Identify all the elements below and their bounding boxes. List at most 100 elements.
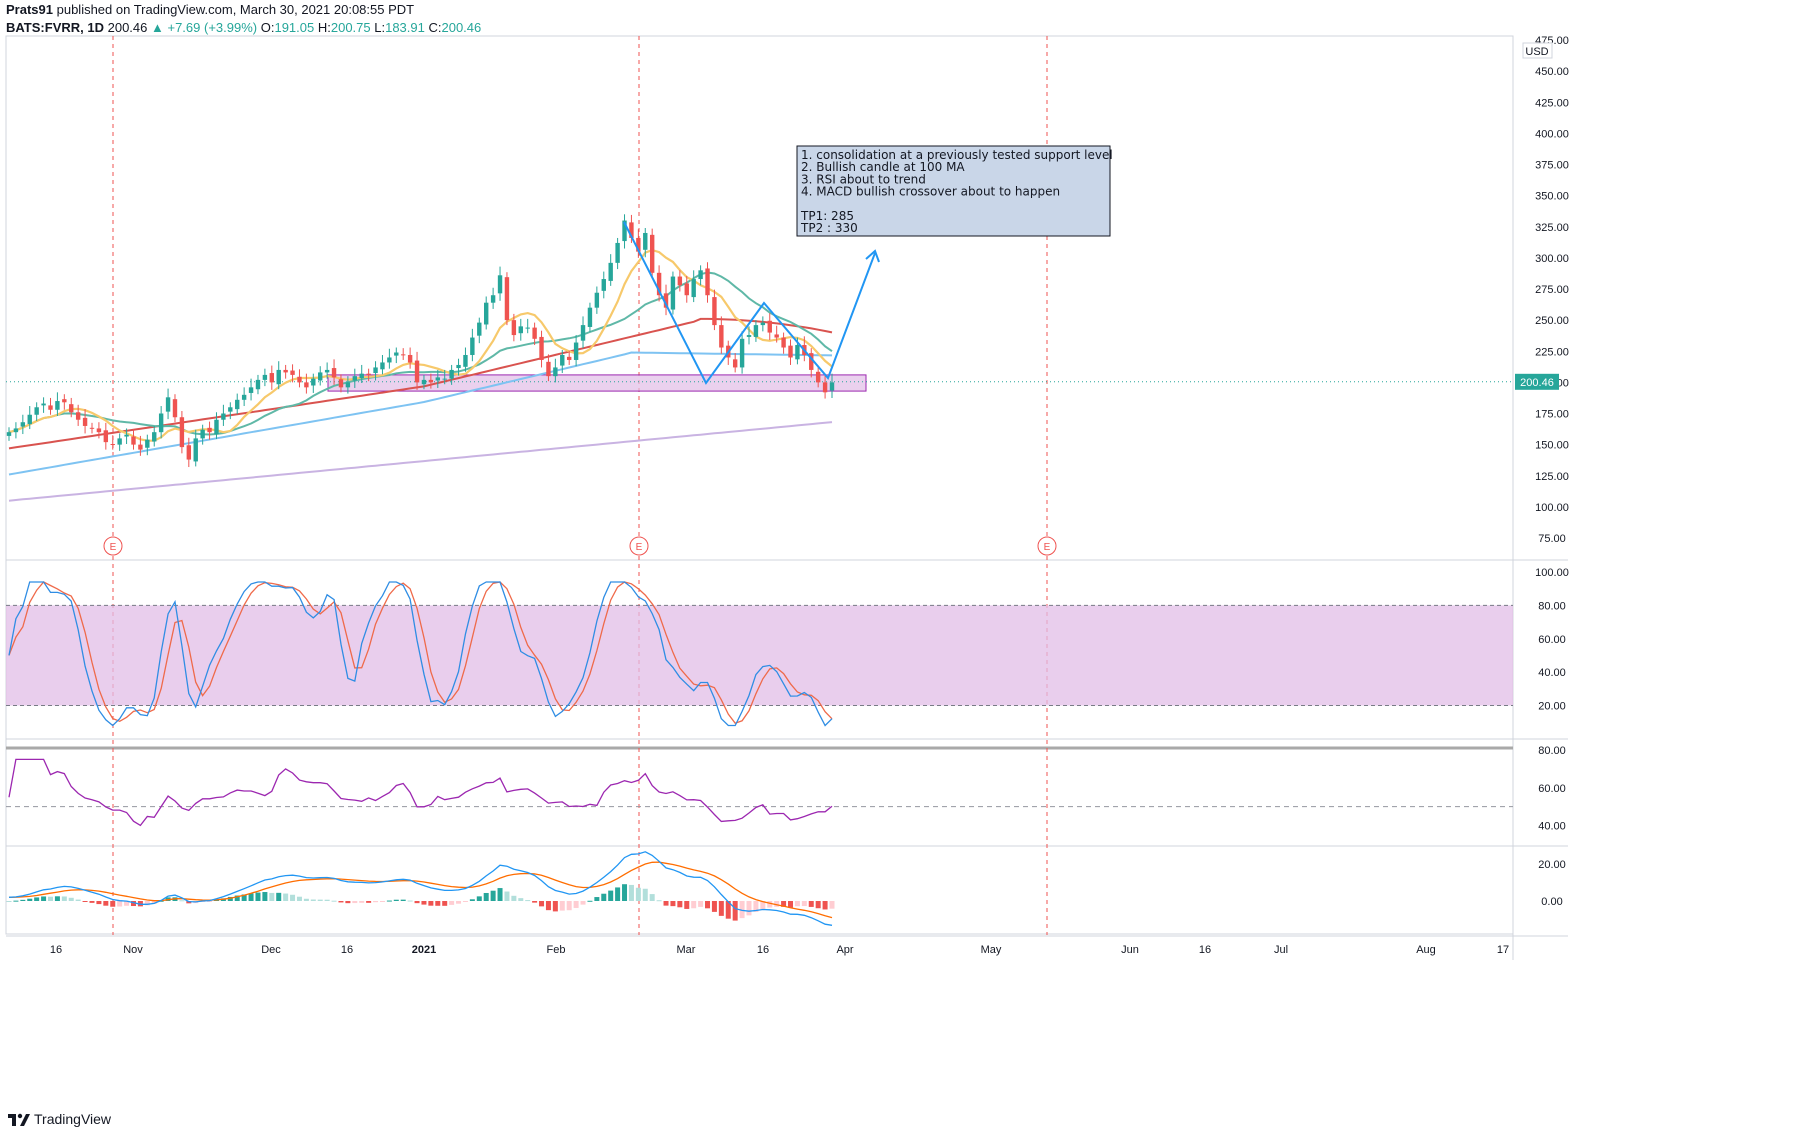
macd-histogram-bar bbox=[151, 901, 157, 904]
candle-body bbox=[456, 364, 461, 369]
candle-body bbox=[172, 399, 178, 418]
candle-body bbox=[318, 372, 323, 381]
tradingview-footer[interactable]: TradingView bbox=[8, 1111, 111, 1127]
macd-histogram-bar bbox=[407, 900, 413, 902]
symbol-name[interactable]: BATS:FVRR, 1D bbox=[6, 20, 104, 35]
price-tick-label: 75.00 bbox=[1538, 533, 1566, 545]
x-tick-label: 16 bbox=[341, 944, 353, 956]
macd-histogram-bar bbox=[518, 898, 524, 901]
macd-histogram-bar bbox=[82, 901, 88, 902]
macd-histogram-bar bbox=[47, 896, 53, 901]
macd-histogram-bar bbox=[635, 887, 641, 901]
macd-histogram-bar bbox=[283, 893, 289, 901]
macd-histogram-bar bbox=[649, 894, 655, 901]
currency-label: USD bbox=[1525, 46, 1548, 58]
annotation-line: 1. consolidation at a previously tested … bbox=[801, 148, 1113, 162]
macd-histogram-bar bbox=[34, 897, 40, 901]
macd-histogram-bar bbox=[822, 901, 828, 910]
macd-histogram-bar bbox=[75, 899, 81, 901]
candle-body bbox=[34, 407, 39, 415]
macd-histogram-bar bbox=[262, 892, 268, 901]
chart-canvas[interactable]: 75.00100.00125.00150.00175.00200.00225.0… bbox=[0, 0, 1799, 1105]
macd-histogram-bar bbox=[13, 900, 19, 902]
macd-histogram-bar bbox=[656, 900, 662, 902]
candle-body bbox=[380, 362, 385, 370]
macd-histogram-bar bbox=[130, 901, 136, 907]
annotation-line: 3. RSI about to trend bbox=[801, 172, 926, 186]
macd-histogram-bar bbox=[248, 893, 254, 901]
candle-body bbox=[304, 382, 309, 388]
candle-body bbox=[684, 283, 689, 296]
candle-body bbox=[795, 345, 800, 360]
candle-body bbox=[767, 320, 772, 333]
candle-body bbox=[698, 270, 703, 280]
candle-body bbox=[760, 322, 766, 326]
candle-body bbox=[338, 379, 344, 388]
candle-body bbox=[712, 297, 717, 326]
candle-body bbox=[477, 322, 482, 336]
macd-histogram-bar bbox=[310, 899, 316, 901]
macd-tick-label: 20.00 bbox=[1538, 859, 1566, 871]
rsi-tick-label: 40.00 bbox=[1538, 821, 1566, 833]
candle-body bbox=[82, 417, 88, 426]
macd-histogram-bar bbox=[179, 900, 185, 902]
macd-histogram-bar bbox=[691, 901, 697, 909]
candle-body bbox=[663, 293, 669, 308]
close-value: 200.46 bbox=[441, 20, 482, 35]
macd-histogram-bar bbox=[324, 899, 330, 901]
macd-histogram-bar bbox=[580, 901, 586, 905]
macd-histogram-bar bbox=[559, 901, 565, 911]
candle-body bbox=[48, 405, 53, 410]
candle-body bbox=[248, 387, 254, 393]
x-tick-label: Jul bbox=[1274, 944, 1288, 956]
macd-histogram-bar bbox=[103, 901, 109, 906]
candle-body bbox=[435, 377, 440, 381]
macd-histogram-bar bbox=[698, 901, 704, 907]
low-value: 183.91 bbox=[385, 20, 425, 35]
candle-body bbox=[815, 371, 821, 383]
macd-histogram-bar bbox=[566, 901, 572, 911]
author-name[interactable]: Prats91 bbox=[6, 2, 53, 17]
macd-histogram-bar bbox=[539, 901, 545, 907]
macd-histogram-bar bbox=[27, 898, 33, 901]
candle-body bbox=[421, 379, 427, 385]
price-tick-label: 150.00 bbox=[1535, 440, 1569, 452]
price-tick-label: 425.00 bbox=[1535, 97, 1569, 109]
candle-body bbox=[27, 414, 32, 425]
candle-body bbox=[643, 232, 648, 250]
x-tick-label: Mar bbox=[677, 944, 696, 956]
macd-histogram-bar bbox=[379, 901, 385, 902]
candle-body bbox=[6, 432, 12, 436]
macd-histogram-bar bbox=[269, 892, 275, 901]
candle-body bbox=[241, 394, 247, 400]
candle-body bbox=[345, 382, 351, 388]
open-label: O: bbox=[260, 20, 275, 35]
macd-histogram-bar bbox=[739, 901, 745, 919]
stoch-tick-label: 100.00 bbox=[1535, 567, 1569, 579]
candle-body bbox=[214, 419, 219, 435]
macd-histogram-bar bbox=[241, 894, 247, 901]
candle-body bbox=[573, 342, 579, 360]
macd-histogram-bar bbox=[774, 901, 780, 907]
macd-histogram-bar bbox=[663, 901, 669, 906]
candle-body bbox=[739, 338, 745, 368]
earnings-marker bbox=[1037, 536, 1057, 556]
support-zone bbox=[327, 374, 867, 392]
macd-histogram-bar bbox=[781, 901, 787, 907]
candle-body bbox=[324, 369, 330, 373]
x-tick-label: Nov bbox=[123, 944, 143, 956]
candle-body bbox=[55, 401, 60, 410]
x-tick-label: 2021 bbox=[412, 944, 436, 956]
candle-body bbox=[553, 367, 558, 377]
price-tick-label: 350.00 bbox=[1535, 191, 1569, 203]
macd-histogram-bar bbox=[794, 901, 800, 907]
candle-body bbox=[394, 352, 399, 356]
candle-body bbox=[41, 403, 46, 406]
candle-body bbox=[13, 428, 19, 433]
candle-body bbox=[497, 275, 503, 294]
earnings-marker-label: E bbox=[1044, 542, 1051, 553]
macd-histogram-bar bbox=[110, 901, 116, 907]
macd-histogram-bar bbox=[317, 899, 323, 901]
candle-body bbox=[414, 360, 420, 383]
candle-body bbox=[781, 337, 786, 348]
